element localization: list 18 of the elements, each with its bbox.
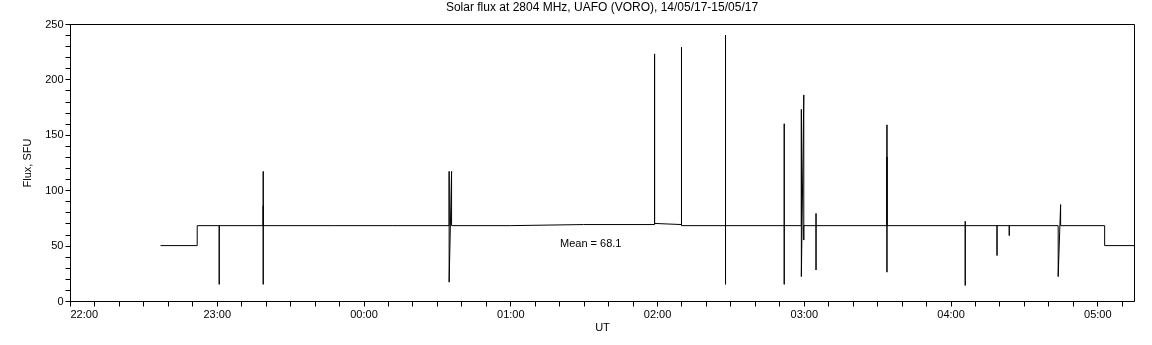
x-tick-label: 05:00 — [1084, 307, 1112, 320]
chart-title: Solar flux at 2804 MHz, UAFO (VORO), 14/05/17-15/05/17 — [445, 0, 759, 14]
x-tick-label: 22:00 — [70, 307, 99, 320]
x-tick-label: 02:00 — [643, 307, 672, 320]
annotation: Mean = 68.1 — [560, 237, 622, 249]
y-tick-label: 0 — [57, 294, 64, 307]
x-tick-label: 23:00 — [203, 307, 232, 320]
y-tick-label: 50 — [51, 239, 64, 252]
x-tick-label: 00:00 — [350, 307, 378, 320]
y-tick-label: 250 — [45, 17, 64, 30]
x-tick-label: 04:00 — [937, 307, 965, 320]
y-tick-label: 150 — [45, 128, 64, 141]
y-tick-label: 200 — [45, 72, 64, 85]
y-tick-label: 100 — [45, 183, 64, 196]
y-axis-title: Flux, SFU — [21, 138, 34, 188]
x-tick-label: 03:00 — [790, 307, 819, 320]
x-axis-title: UT — [595, 320, 611, 333]
x-tick-label: 01:00 — [497, 307, 525, 320]
